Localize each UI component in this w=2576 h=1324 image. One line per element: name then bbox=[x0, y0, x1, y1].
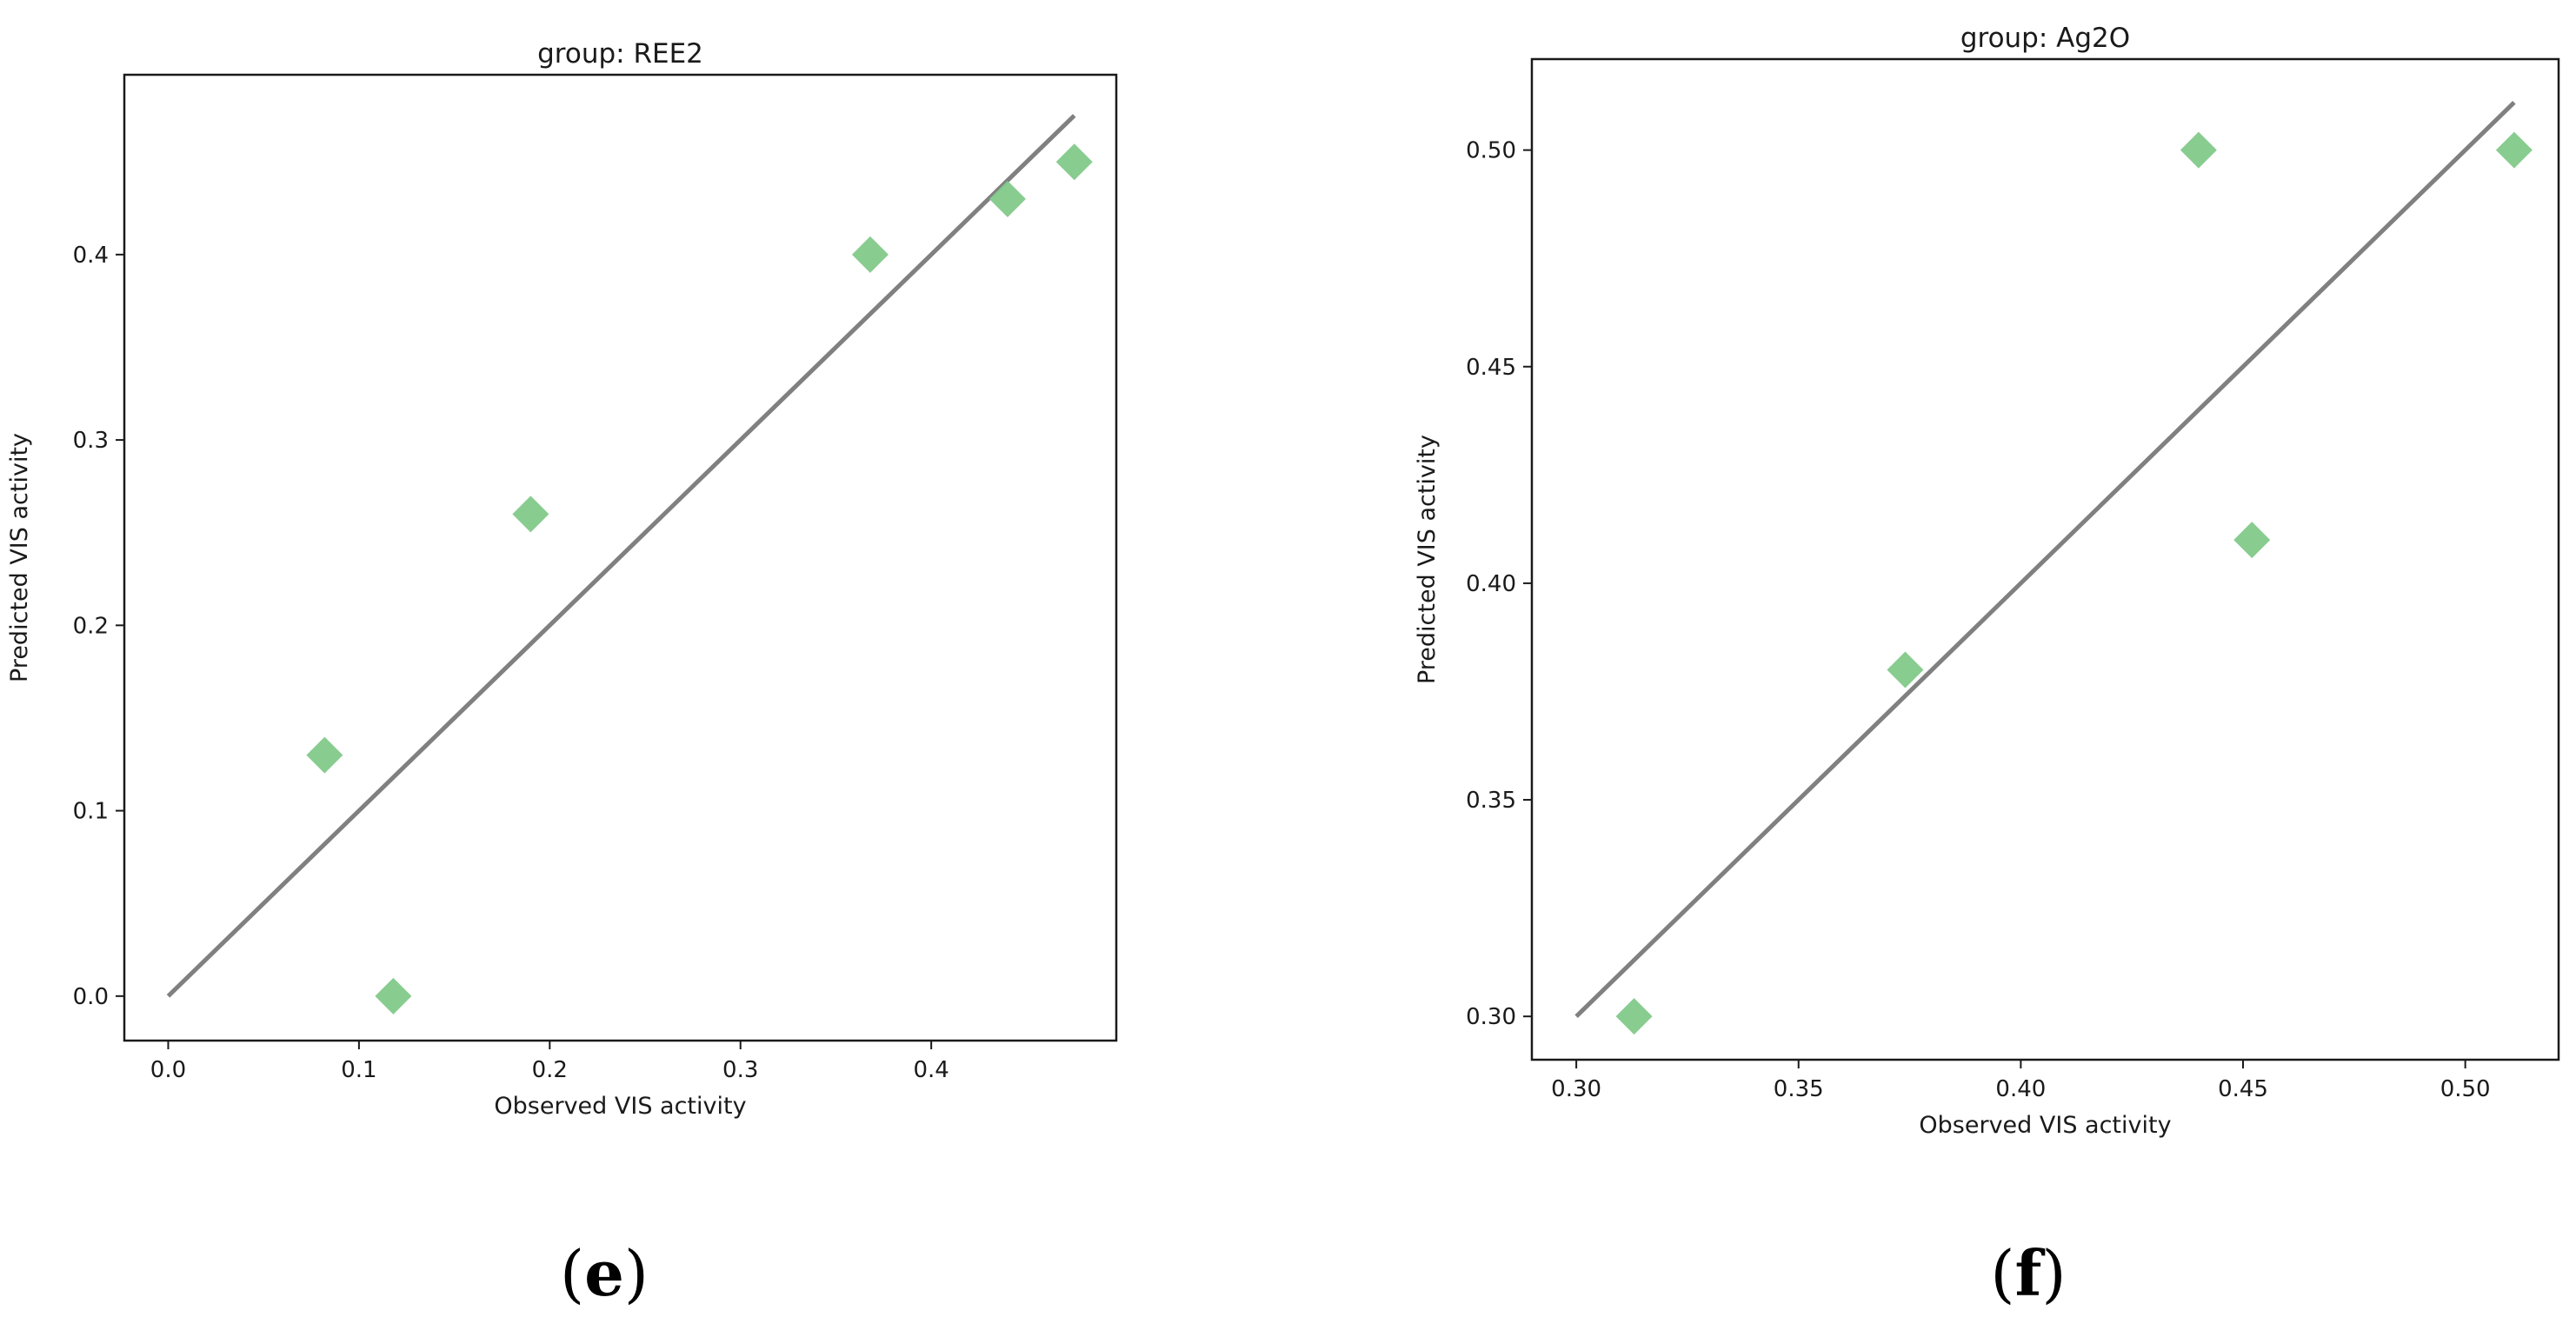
data-point bbox=[306, 736, 343, 774]
x-axis-title: Observed VIS activity bbox=[1919, 1112, 2171, 1139]
panel-label-close: ) bbox=[2041, 1237, 2066, 1310]
y-tick-label: 0.35 bbox=[1466, 788, 1516, 814]
y-tick-label: 0.50 bbox=[1466, 138, 1516, 164]
data-point bbox=[1887, 651, 1924, 689]
panel-label: (f) bbox=[1990, 1236, 2066, 1310]
data-point bbox=[2233, 522, 2271, 559]
chart-title: group: REE2 bbox=[537, 38, 703, 70]
data-point bbox=[988, 180, 1026, 217]
panel-label-open: ( bbox=[560, 1237, 584, 1310]
x-axis-title: Observed VIS activity bbox=[494, 1093, 746, 1120]
panel-label-letter: f bbox=[2015, 1236, 2046, 1310]
x-tick-label: 0.2 bbox=[532, 1057, 568, 1083]
data-point bbox=[1615, 998, 1653, 1035]
y-tick-label: 0.1 bbox=[73, 799, 109, 825]
reference-line bbox=[1574, 101, 2516, 1018]
data-point bbox=[2180, 131, 2217, 169]
data-point bbox=[851, 236, 889, 273]
panel-label-open: ( bbox=[1990, 1237, 2014, 1310]
y-tick-label: 0.30 bbox=[1466, 1004, 1516, 1030]
x-tick-label: 0.1 bbox=[341, 1057, 376, 1083]
x-tick-label: 0.4 bbox=[913, 1057, 949, 1083]
x-tick-label: 0.30 bbox=[1551, 1076, 1601, 1102]
y-tick-label: 0.45 bbox=[1466, 355, 1516, 381]
reference-line bbox=[166, 114, 1076, 998]
chart-title: group: Ag2O bbox=[1960, 23, 2130, 54]
plot-frame bbox=[1530, 57, 2560, 1061]
panel-label: (e) bbox=[560, 1236, 649, 1310]
x-tick-label: 0.0 bbox=[150, 1057, 186, 1083]
x-tick-label: 0.3 bbox=[722, 1057, 758, 1083]
x-tick-label: 0.50 bbox=[2440, 1076, 2491, 1102]
y-tick-label: 0.0 bbox=[73, 984, 109, 1010]
panel-label-letter: e bbox=[584, 1236, 624, 1310]
data-point bbox=[1055, 143, 1093, 181]
y-axis-title: Predicted VIS activity bbox=[1414, 435, 1441, 684]
data-point bbox=[375, 977, 412, 1015]
plot-frame bbox=[123, 73, 1118, 1042]
chart-panel-f: group: Ag2O 0.30 0.35 0.40 0.45 0.50 0.30 0.35 0… bbox=[1414, 23, 2560, 1310]
x-tick-label: 0.35 bbox=[1774, 1076, 1824, 1102]
panel-label-close: ) bbox=[624, 1237, 649, 1310]
y-axis-title: Predicted VIS activity bbox=[6, 433, 33, 682]
y-tick-label: 0.40 bbox=[1466, 571, 1516, 597]
x-tick-label: 0.45 bbox=[2218, 1076, 2268, 1102]
x-tick-label: 0.40 bbox=[1995, 1076, 2046, 1102]
data-point bbox=[512, 496, 549, 533]
y-tick-label: 0.3 bbox=[73, 428, 109, 454]
y-tick-label: 0.2 bbox=[73, 613, 109, 639]
y-tick-label: 0.4 bbox=[73, 243, 109, 269]
data-point bbox=[2495, 131, 2533, 169]
chart-panel-e: group: REE2 0.0 0.1 0.2 0.3 0.4 0.0 0.1 0.2 0.3 0.… bbox=[6, 38, 1118, 1310]
